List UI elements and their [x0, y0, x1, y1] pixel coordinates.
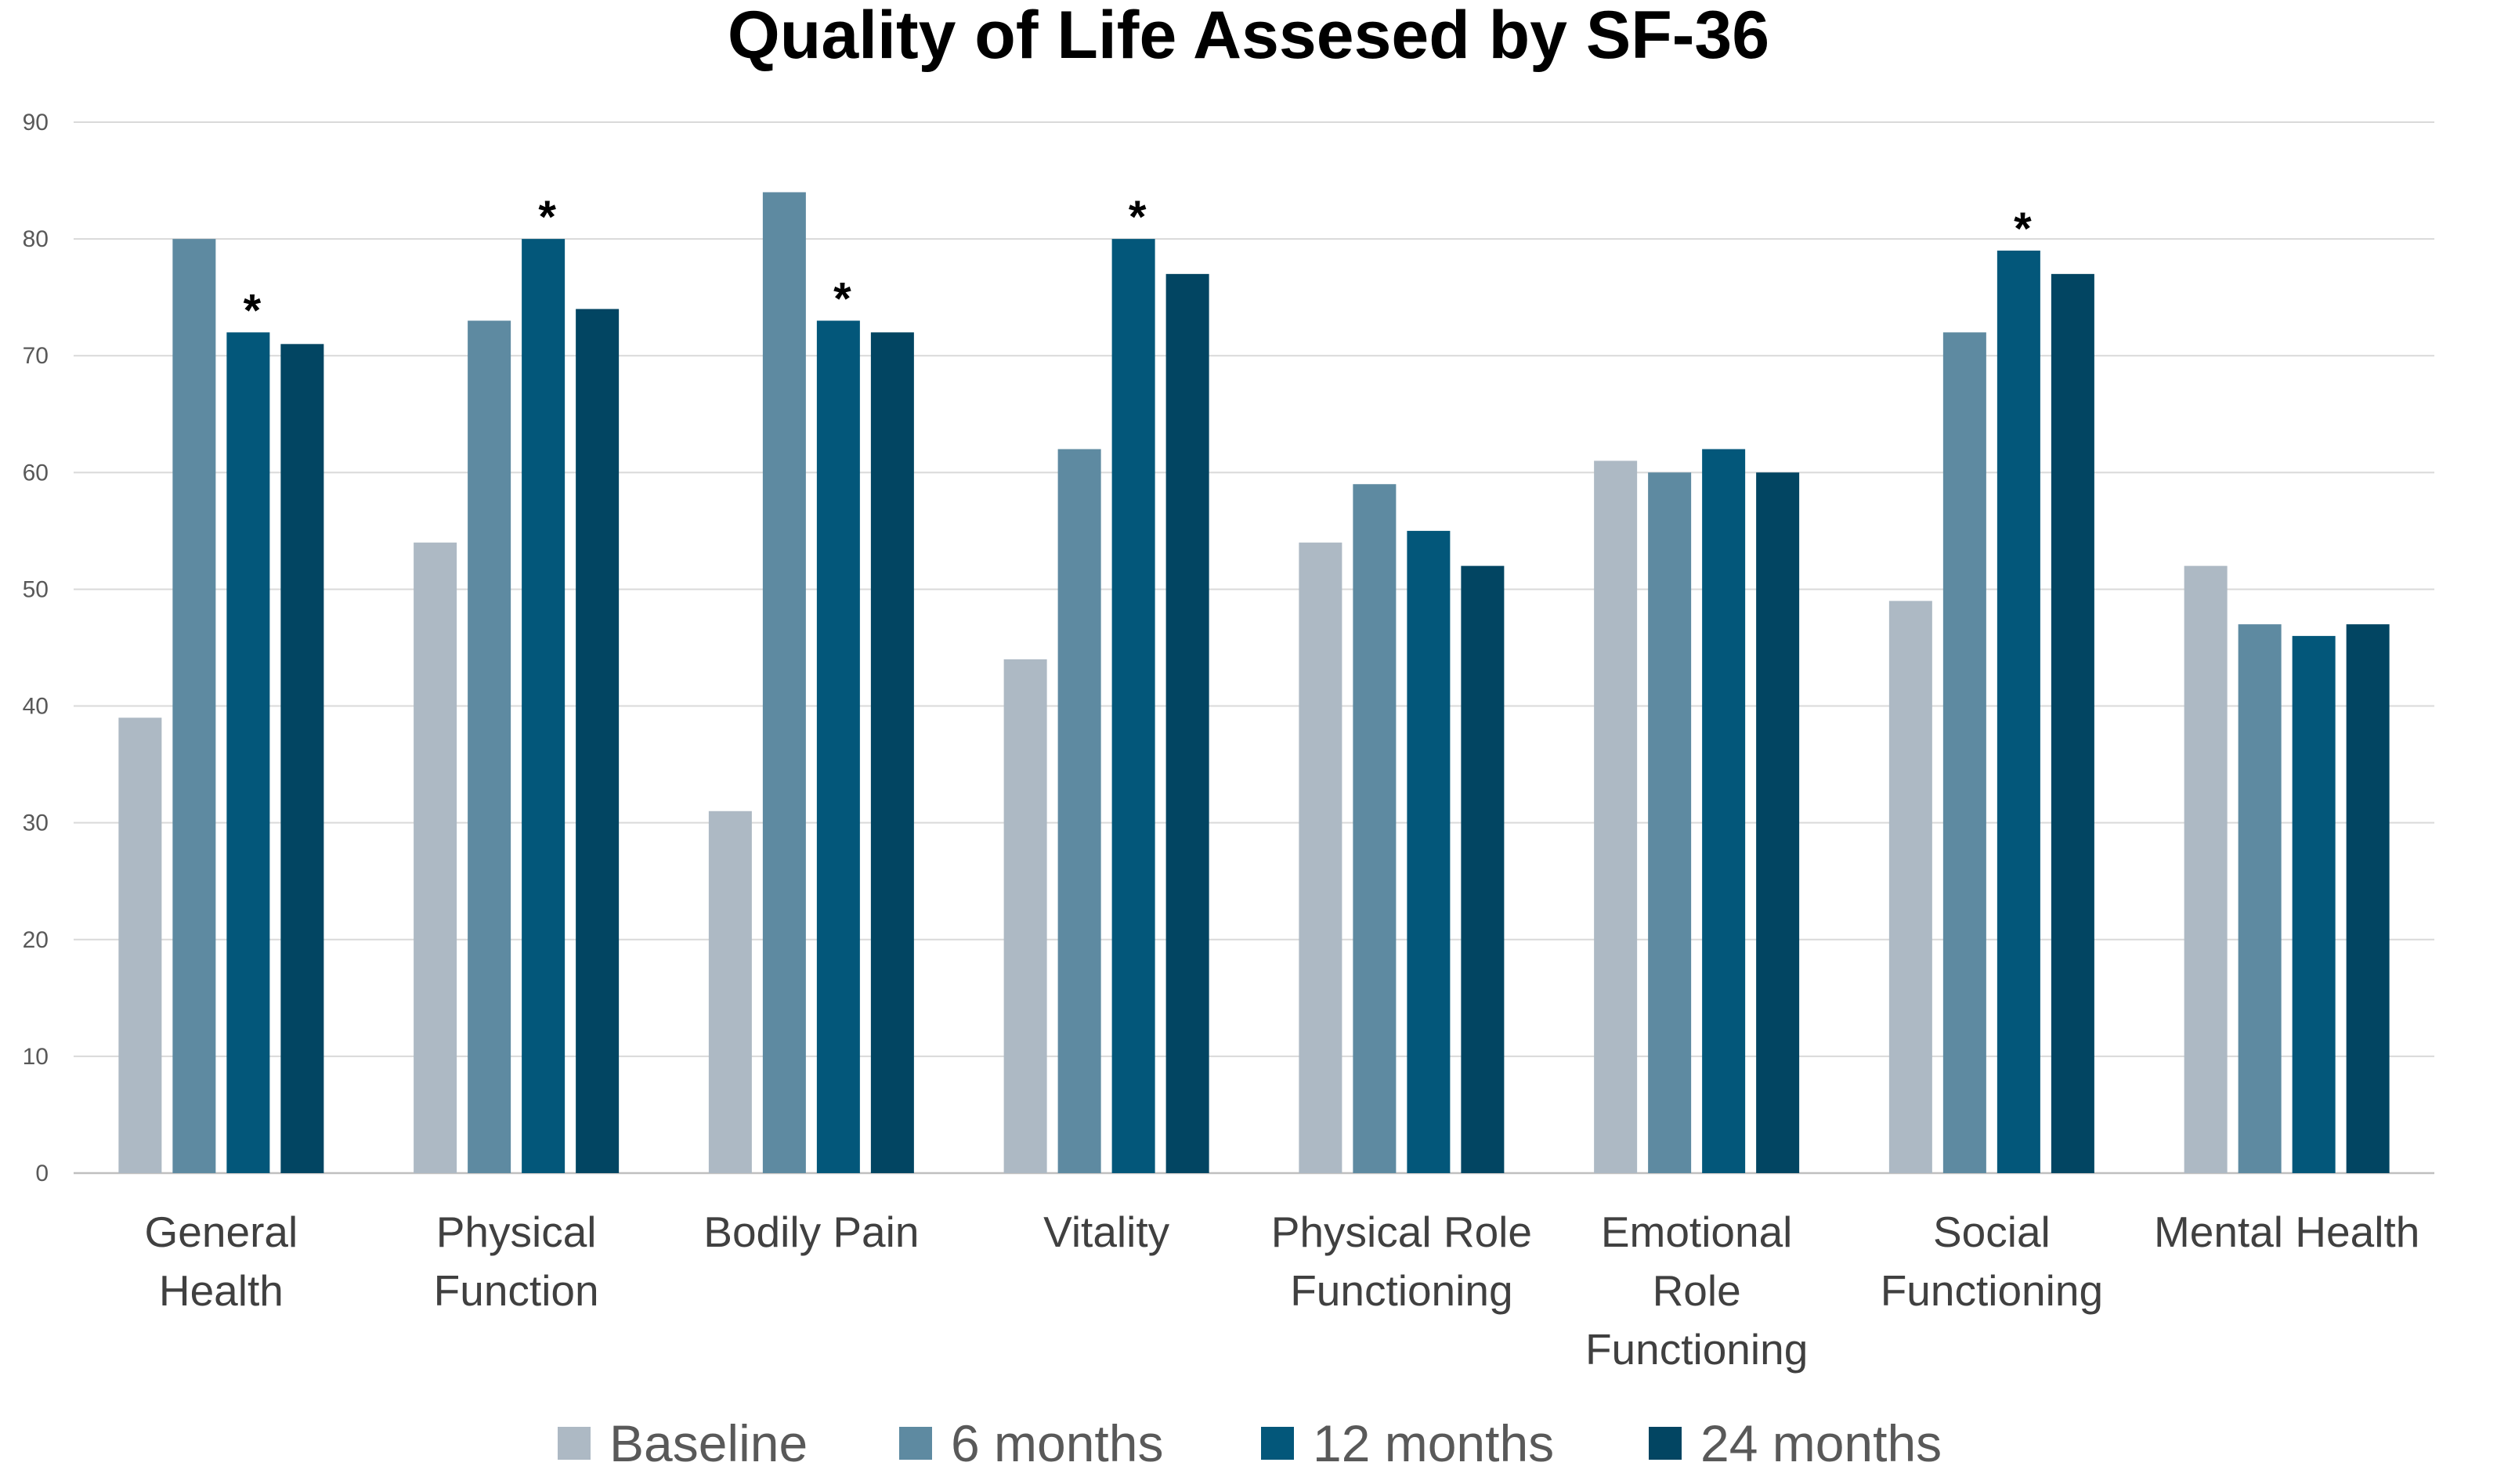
bar-12-months [522, 239, 566, 1174]
x-category-label: Mental Health [2154, 1208, 2419, 1256]
bar-24-months [870, 332, 914, 1173]
chart-title: Quality of Life Assesed by SF-36 [728, 0, 1769, 73]
x-category-label: Bodily Pain [703, 1208, 919, 1256]
y-tick-label: 50 [23, 576, 49, 602]
gridlines [74, 121, 2434, 1175]
legend-label: Baseline [609, 1414, 808, 1472]
bar-6-months [1942, 332, 1986, 1173]
significance-marker: * [1129, 192, 1147, 243]
x-category-label: Social [1933, 1208, 2051, 1256]
x-category-label: General [145, 1208, 298, 1256]
bar-baseline [1003, 659, 1047, 1173]
x-category-label: Functioning [1881, 1266, 2103, 1315]
legend-swatch [558, 1427, 591, 1460]
bar-12-months [1997, 251, 2040, 1173]
significance-marker: * [833, 273, 851, 324]
legend-label: 12 months [1313, 1414, 1554, 1472]
x-category-label: Physical Role [1271, 1208, 1532, 1256]
legend: Baseline 6 months 12 months 24 months [558, 1414, 1942, 1472]
bar-24-months [576, 309, 620, 1174]
legend-swatch [899, 1427, 932, 1460]
bars [118, 192, 2390, 1174]
x-category-label: Functioning [1585, 1325, 1808, 1374]
bar-24-months [2051, 273, 2094, 1173]
bar-24-months [1461, 565, 1505, 1173]
y-tick-label: 70 [23, 343, 49, 369]
y-tick-label: 90 [23, 110, 49, 135]
y-tick-label: 0 [35, 1161, 49, 1186]
bar-12-months [2292, 636, 2336, 1173]
x-category-label: Functioning [1290, 1266, 1512, 1315]
significance-marker: * [244, 285, 262, 336]
x-category-label: Physical [436, 1208, 597, 1256]
y-tick-label: 40 [23, 694, 49, 720]
bar-baseline [1888, 601, 1932, 1173]
bar-6-months [2238, 624, 2282, 1173]
bar-24-months [2346, 624, 2390, 1173]
bar-12-months [1407, 530, 1451, 1173]
bar-24-months [1165, 273, 1209, 1173]
legend-label: 6 months [951, 1414, 1163, 1472]
significance-marker: * [2014, 204, 2032, 255]
y-tick-label: 60 [23, 460, 49, 486]
bar-6-months [1353, 484, 1397, 1173]
bar-12-months [1702, 449, 1746, 1173]
bar-6-months [172, 239, 216, 1174]
bar-baseline [1299, 542, 1342, 1173]
y-tick-label: 10 [23, 1044, 49, 1070]
bar-baseline [708, 811, 752, 1173]
legend-label: 24 months [1700, 1414, 1942, 1472]
x-category-label: Function [434, 1266, 599, 1315]
x-category-label: Role [1653, 1266, 1741, 1315]
x-category-label: Health [159, 1266, 284, 1315]
bar-baseline [118, 717, 162, 1173]
bar-6-months [468, 320, 511, 1173]
bar-24-months [280, 344, 324, 1174]
bar-baseline [1594, 460, 1638, 1173]
bar-12-months [1111, 239, 1155, 1174]
bar-24-months [1756, 472, 1800, 1173]
y-tick-label: 30 [23, 811, 49, 836]
y-axis-ticks: 0 10 20 30 40 50 60 70 80 90 [23, 110, 49, 1186]
bar-baseline [414, 542, 457, 1173]
legend-swatch [1649, 1427, 1682, 1460]
bar-baseline [2184, 565, 2228, 1173]
legend-swatch [1261, 1427, 1294, 1460]
bar-12-months [816, 320, 860, 1173]
significance-marker: * [538, 192, 556, 243]
significance-markers: * * * * * [244, 192, 2033, 336]
bar-6-months [762, 192, 806, 1173]
bar-6-months [1057, 449, 1101, 1173]
x-axis-labels: General Health Physical Function Bodily Pain… [145, 1208, 2420, 1374]
x-category-label: Vitality [1043, 1208, 1169, 1256]
y-tick-label: 80 [23, 226, 49, 252]
bar-6-months [1648, 472, 1692, 1173]
bar-12-months [226, 332, 270, 1173]
x-category-label: Emotional [1601, 1208, 1793, 1256]
y-tick-label: 20 [23, 927, 49, 953]
